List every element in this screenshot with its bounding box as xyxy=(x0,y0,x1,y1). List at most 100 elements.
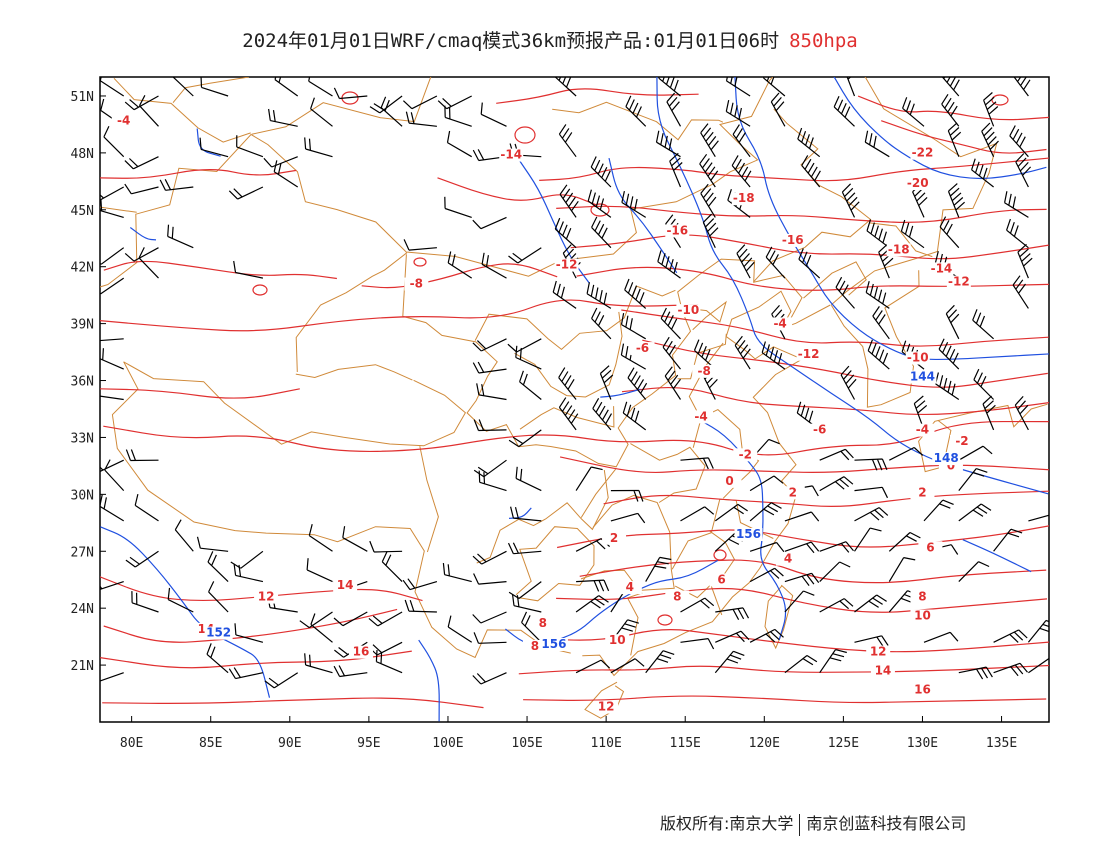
temperature-label-bg xyxy=(946,275,971,289)
wind-barb xyxy=(515,466,542,492)
wind-barb xyxy=(100,247,125,265)
wind-barb xyxy=(473,573,507,585)
wind-barb xyxy=(100,672,124,682)
geopotential-contour-line xyxy=(129,227,157,241)
wind-barb xyxy=(481,252,507,279)
temperature-label-bg xyxy=(733,448,758,462)
wind-barb xyxy=(819,541,854,553)
temperature-label: 0 xyxy=(725,474,733,488)
wind-barb xyxy=(1015,153,1032,188)
wind-barb xyxy=(784,654,818,674)
wind-barb xyxy=(1009,125,1029,158)
temperature-label-bg xyxy=(617,581,642,595)
wind-barb xyxy=(592,398,613,431)
border-line xyxy=(580,468,617,518)
border-line xyxy=(111,361,571,659)
wind-barb xyxy=(867,339,890,370)
wind-barb xyxy=(100,348,124,370)
temperature-label: 6 xyxy=(717,573,725,587)
wind-barb xyxy=(797,127,821,158)
geopotential-label-bg xyxy=(204,626,233,640)
temperature-contour-line xyxy=(556,205,1047,223)
temperature-label-bg xyxy=(910,486,935,500)
map-layers: -4-14-12-8-16-18-16-18-22-20-14-12-10-4-… xyxy=(100,77,1049,722)
wind-barb xyxy=(380,96,403,127)
wind-barb xyxy=(645,556,672,582)
temperature-contour-line xyxy=(556,587,1048,613)
temperature-label: -14 xyxy=(500,148,522,162)
wind-barb xyxy=(993,629,1028,643)
wind-barb xyxy=(700,123,719,158)
wind-barb xyxy=(575,659,611,674)
wind-barb xyxy=(645,650,675,674)
temperature-label-bg xyxy=(910,590,935,604)
wind-barb xyxy=(624,278,647,309)
wind-barb xyxy=(923,499,954,522)
temperature-contour-line xyxy=(103,260,337,280)
border-line xyxy=(402,254,803,468)
border-line xyxy=(688,342,724,419)
temperature-contour-line xyxy=(576,266,1049,291)
y-tick-label: 27N xyxy=(71,545,94,560)
wind-barb xyxy=(846,77,856,97)
wind-barb xyxy=(958,666,993,680)
temperature-label: -8 xyxy=(410,277,423,291)
wind-barb xyxy=(447,615,473,643)
wind-barb xyxy=(521,611,542,643)
wind-barb xyxy=(274,77,299,97)
wind-barb xyxy=(100,459,124,473)
wind-barb xyxy=(333,665,368,678)
temperature-label-bg xyxy=(333,579,358,593)
wind-barb xyxy=(801,155,821,188)
temperature-contour-line xyxy=(559,456,1049,474)
wind-barb xyxy=(749,541,785,553)
geopotential-label-bg xyxy=(539,638,568,652)
temperature-label-bg xyxy=(709,573,734,587)
temperature-label: -6 xyxy=(636,341,649,355)
x-tick-label: 90E xyxy=(278,736,301,751)
wind-barb xyxy=(655,130,681,158)
wind-barb xyxy=(208,581,229,613)
geopotential-contour-line xyxy=(656,77,1049,495)
title-main: 2024年01月01日WRF/cmaq模式36km预报产品:01月01日06时 xyxy=(242,30,780,52)
border-line xyxy=(474,285,676,351)
wind-barb xyxy=(473,632,507,644)
wind-barb xyxy=(610,489,644,502)
wind-barb xyxy=(749,475,784,492)
wind-barb xyxy=(1028,657,1049,674)
wind-barb xyxy=(124,95,159,111)
wind-barb xyxy=(100,199,124,218)
wind-barb xyxy=(971,158,994,188)
wind-barb xyxy=(510,506,542,522)
wind-barb xyxy=(310,613,333,643)
geopotential-contour-line xyxy=(100,526,271,698)
border-line xyxy=(626,592,643,656)
wind-barb xyxy=(472,216,507,230)
wind-barb xyxy=(819,649,847,674)
y-axis: 51N 48N 45N 42N 39N 36N 33N 30N 27N 24N 21N xyxy=(71,90,106,674)
wind-barb xyxy=(784,511,820,522)
temperature-contour-line xyxy=(102,697,484,709)
temperature-label-bg xyxy=(910,683,935,697)
wind-barb xyxy=(273,160,299,188)
wind-barb xyxy=(228,186,264,200)
wind-barb xyxy=(1027,619,1049,643)
wind-barb xyxy=(972,309,994,340)
temperature-label: -8 xyxy=(698,364,711,378)
temperature-label: -2 xyxy=(739,447,752,461)
geopotential-contour-line xyxy=(734,77,1049,361)
temperature-label-bg xyxy=(594,700,619,714)
temperature-label: -4 xyxy=(694,409,707,423)
temperature-label: 2 xyxy=(610,531,618,545)
title-level: 850hpa xyxy=(789,30,858,52)
wind-barb xyxy=(206,643,229,674)
temperature-label-bg xyxy=(780,486,805,500)
wind-barb xyxy=(796,401,821,431)
wind-barb xyxy=(508,429,542,448)
temperature-label: -14 xyxy=(931,261,953,275)
temperature-label: 14 xyxy=(337,578,354,592)
temperature-contour-line xyxy=(570,234,1049,260)
wind-barb xyxy=(749,502,782,522)
wind-barb xyxy=(124,183,159,195)
wind-barb xyxy=(268,108,298,127)
